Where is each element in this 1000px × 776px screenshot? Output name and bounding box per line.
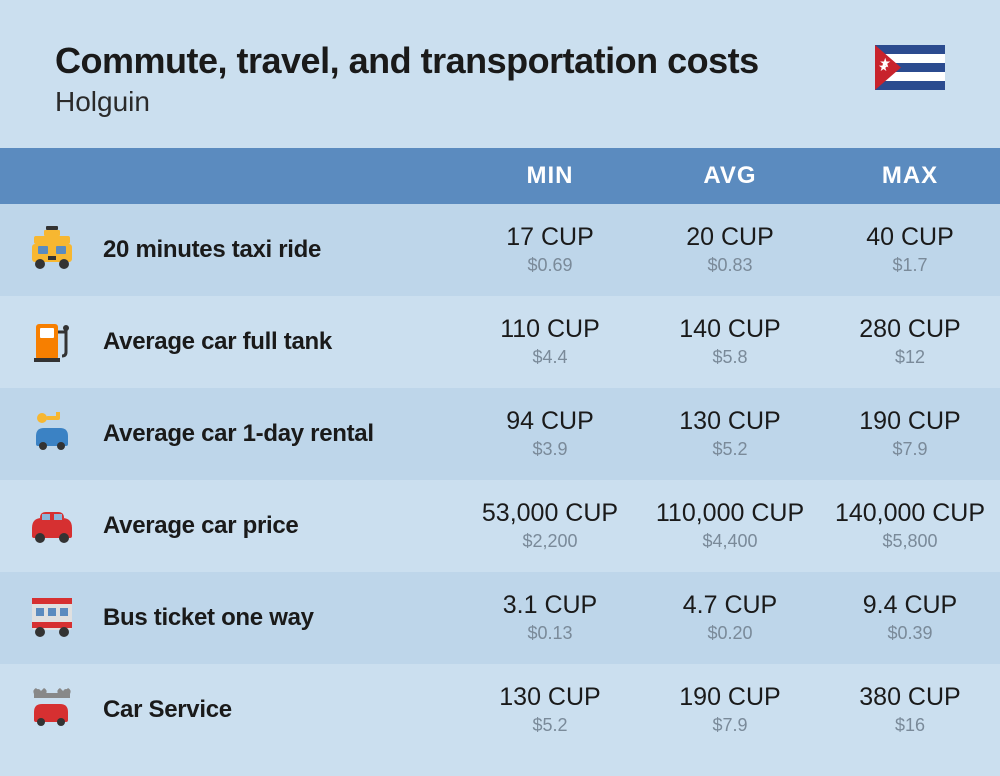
- table-header-row: MIN AVG MAX: [0, 148, 1000, 204]
- max-cell: 140,000 CUP $5,800: [820, 480, 1000, 572]
- avg-primary: 190 CUP: [640, 684, 820, 712]
- min-primary: 130 CUP: [460, 684, 640, 712]
- row-label: Average car 1-day rental: [95, 388, 460, 480]
- max-secondary: $0.39: [820, 623, 1000, 644]
- row-icon-cell: [0, 664, 95, 756]
- col-label: [95, 148, 460, 204]
- avg-cell: 110,000 CUP $4,400: [640, 480, 820, 572]
- min-secondary: $5.2: [460, 715, 640, 736]
- avg-primary: 20 CUP: [640, 224, 820, 252]
- col-max: MAX: [820, 148, 1000, 204]
- page-header: Commute, travel, and transportation cost…: [0, 0, 1000, 148]
- min-cell: 130 CUP $5.2: [460, 664, 640, 756]
- min-primary: 110 CUP: [460, 316, 640, 344]
- max-secondary: $7.9: [820, 439, 1000, 460]
- col-icon: [0, 148, 95, 204]
- avg-secondary: $0.83: [640, 255, 820, 276]
- max-primary: 140,000 CUP: [820, 500, 1000, 528]
- avg-primary: 110,000 CUP: [640, 500, 820, 528]
- col-avg: AVG: [640, 148, 820, 204]
- row-icon-cell: [0, 480, 95, 572]
- avg-cell: 130 CUP $5.2: [640, 388, 820, 480]
- max-cell: 40 CUP $1.7: [820, 204, 1000, 296]
- page-subtitle: Holguin: [55, 86, 875, 118]
- min-cell: 17 CUP $0.69: [460, 204, 640, 296]
- min-secondary: $0.69: [460, 255, 640, 276]
- row-label: Car Service: [95, 664, 460, 756]
- col-min: MIN: [460, 148, 640, 204]
- avg-cell: 20 CUP $0.83: [640, 204, 820, 296]
- max-cell: 9.4 CUP $0.39: [820, 572, 1000, 664]
- table-row: 20 minutes taxi ride 17 CUP $0.69 20 CUP…: [0, 204, 1000, 296]
- row-label: Average car price: [95, 480, 460, 572]
- cuba-flag-icon: ★: [875, 45, 945, 90]
- max-primary: 380 CUP: [820, 684, 1000, 712]
- avg-cell: 190 CUP $7.9: [640, 664, 820, 756]
- avg-primary: 130 CUP: [640, 408, 820, 436]
- min-cell: 3.1 CUP $0.13: [460, 572, 640, 664]
- row-label: Average car full tank: [95, 296, 460, 388]
- table-row: Average car 1-day rental 94 CUP $3.9 130…: [0, 388, 1000, 480]
- max-cell: 380 CUP $16: [820, 664, 1000, 756]
- max-secondary: $12: [820, 347, 1000, 368]
- table-row: Car Service 130 CUP $5.2 190 CUP $7.9 38…: [0, 664, 1000, 756]
- avg-secondary: $0.20: [640, 623, 820, 644]
- rental-icon: [26, 406, 78, 458]
- car-icon: [26, 498, 78, 550]
- row-label: 20 minutes taxi ride: [95, 204, 460, 296]
- max-primary: 280 CUP: [820, 316, 1000, 344]
- avg-secondary: $5.8: [640, 347, 820, 368]
- title-block: Commute, travel, and transportation cost…: [55, 40, 875, 118]
- avg-primary: 4.7 CUP: [640, 592, 820, 620]
- avg-primary: 140 CUP: [640, 316, 820, 344]
- min-secondary: $4.4: [460, 347, 640, 368]
- min-secondary: $2,200: [460, 531, 640, 552]
- avg-secondary: $7.9: [640, 715, 820, 736]
- max-primary: 190 CUP: [820, 408, 1000, 436]
- taxi-icon: [26, 222, 78, 274]
- min-primary: 53,000 CUP: [460, 500, 640, 528]
- min-cell: 53,000 CUP $2,200: [460, 480, 640, 572]
- max-secondary: $5,800: [820, 531, 1000, 552]
- service-icon: [26, 682, 78, 734]
- avg-cell: 4.7 CUP $0.20: [640, 572, 820, 664]
- row-label: Bus ticket one way: [95, 572, 460, 664]
- min-primary: 17 CUP: [460, 224, 640, 252]
- row-icon-cell: [0, 572, 95, 664]
- min-secondary: $0.13: [460, 623, 640, 644]
- bus-icon: [26, 590, 78, 642]
- avg-cell: 140 CUP $5.8: [640, 296, 820, 388]
- min-primary: 3.1 CUP: [460, 592, 640, 620]
- max-primary: 40 CUP: [820, 224, 1000, 252]
- row-icon-cell: [0, 204, 95, 296]
- max-secondary: $16: [820, 715, 1000, 736]
- min-cell: 110 CUP $4.4: [460, 296, 640, 388]
- table-row: Bus ticket one way 3.1 CUP $0.13 4.7 CUP…: [0, 572, 1000, 664]
- max-primary: 9.4 CUP: [820, 592, 1000, 620]
- max-cell: 190 CUP $7.9: [820, 388, 1000, 480]
- cost-table: MIN AVG MAX 20 minutes taxi ride 17 CUP …: [0, 148, 1000, 756]
- avg-secondary: $5.2: [640, 439, 820, 460]
- max-cell: 280 CUP $12: [820, 296, 1000, 388]
- row-icon-cell: [0, 296, 95, 388]
- min-primary: 94 CUP: [460, 408, 640, 436]
- svg-text:★: ★: [878, 60, 889, 74]
- fuel-icon: [26, 314, 78, 366]
- page-title: Commute, travel, and transportation cost…: [55, 40, 875, 82]
- table-row: Average car price 53,000 CUP $2,200 110,…: [0, 480, 1000, 572]
- row-icon-cell: [0, 388, 95, 480]
- max-secondary: $1.7: [820, 255, 1000, 276]
- table-row: Average car full tank 110 CUP $4.4 140 C…: [0, 296, 1000, 388]
- min-secondary: $3.9: [460, 439, 640, 460]
- avg-secondary: $4,400: [640, 531, 820, 552]
- min-cell: 94 CUP $3.9: [460, 388, 640, 480]
